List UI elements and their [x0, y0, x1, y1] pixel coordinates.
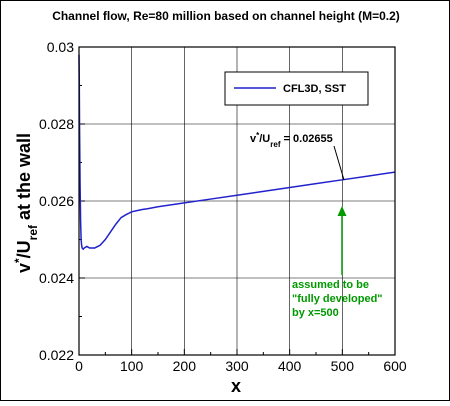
note-line: "fully developed": [292, 293, 383, 305]
value-annotation-leader: [333, 145, 345, 181]
green-arrow: [337, 206, 347, 275]
y-tick-label: 0.028: [39, 116, 74, 132]
series-line-cfl3d-sst: [78, 54, 396, 251]
green-note: assumed to be "fully developed" by x=500: [292, 279, 383, 319]
y-tick-label: 0.03: [47, 39, 74, 55]
arrow-head: [337, 206, 347, 216]
note-line: assumed to be: [292, 279, 369, 291]
x-tick-label: 0: [75, 358, 83, 374]
x-tick-label: 300: [225, 358, 249, 374]
y-tick-label: 0.022: [39, 347, 74, 363]
x-axis-label: x: [231, 376, 241, 396]
legend: CFL3D, SST: [224, 71, 369, 106]
chart-title: Channel flow, Re=80 million based on cha…: [52, 9, 400, 23]
x-tick-label: 400: [278, 358, 302, 374]
x-tick-label: 500: [331, 358, 355, 374]
tick-labels: 0 100 200 300 400 500 600 0.022 0.024 0.026 0.028 0…: [39, 39, 407, 374]
series-group: [78, 54, 396, 251]
plot-area-frame: [78, 46, 396, 356]
y-tick-label: 0.026: [39, 193, 74, 209]
y-axis-label: v*/Uref at the wall: [12, 133, 40, 273]
x-tick-label: 200: [173, 358, 197, 374]
x-tick-label: 600: [383, 358, 407, 374]
y-tick-label: 0.024: [39, 270, 74, 286]
x-tick-label: 100: [120, 358, 144, 374]
value-annotation: v*/Uref = 0.02655: [250, 131, 333, 149]
legend-label-cfl3d-sst: CFL3D, SST: [283, 83, 346, 95]
note-line: by x=500: [292, 307, 339, 319]
